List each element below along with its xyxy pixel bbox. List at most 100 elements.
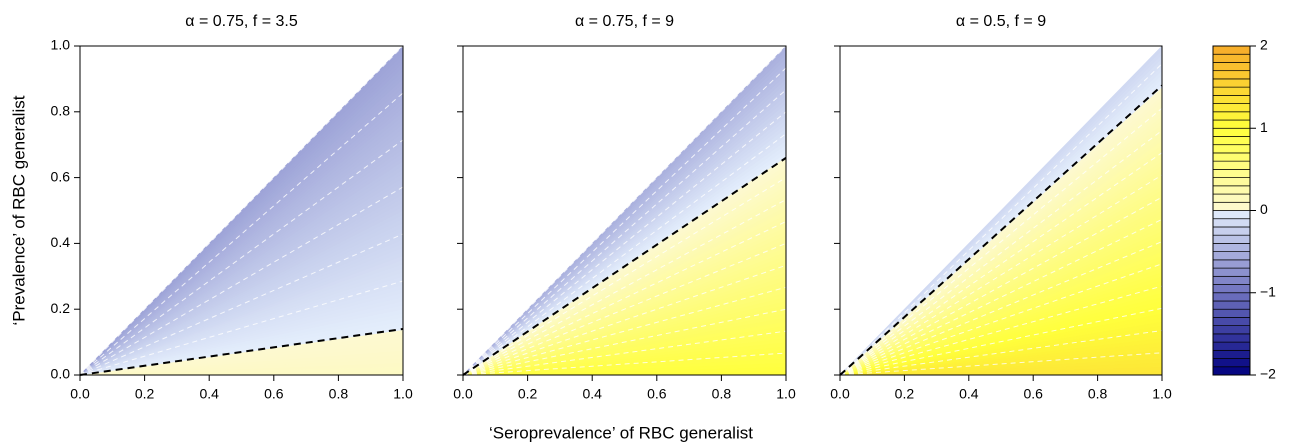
contour-line <box>839 196 1163 376</box>
contour-line <box>462 330 787 376</box>
colorbar-band <box>1212 308 1251 318</box>
y-tick-label: 0.8 <box>51 103 71 119</box>
zero-contour <box>839 84 1163 376</box>
colorbar-band <box>1212 243 1251 252</box>
colorbar-band <box>1212 78 1251 88</box>
colorbar-band <box>1212 366 1251 376</box>
plot-frame <box>839 45 1163 376</box>
x-tick-label: 0.2 <box>895 386 915 402</box>
colorbar-band <box>1212 201 1251 211</box>
y-tick-label: 0.4 <box>51 234 71 250</box>
contour-line <box>462 133 787 376</box>
panel-title: α = 0.75, f = 3.5 <box>185 13 298 30</box>
colorbar-band <box>1212 226 1251 236</box>
x-tick-label: 0.6 <box>1023 386 1043 402</box>
contour-line <box>462 221 787 376</box>
colorbar-band <box>1212 86 1251 96</box>
colorbar-tick-label: −1 <box>1260 283 1276 299</box>
panel-title: α = 0.5, f = 9 <box>956 13 1046 30</box>
contour-line <box>839 152 1163 376</box>
zero-contour <box>462 157 787 376</box>
contour-line <box>462 199 787 376</box>
y-axis-label: ‘Prevalence’ of RBC generalist <box>9 95 28 325</box>
x-tick-label: 0.0 <box>453 386 473 402</box>
contour-line <box>839 307 1163 376</box>
colorbar-band <box>1212 45 1251 55</box>
x-tick-label: 0.2 <box>135 386 155 402</box>
colorbar-tick-label: 2 <box>1260 37 1268 53</box>
x-tick-label: 1.0 <box>1152 386 1172 402</box>
contour-line <box>462 111 787 376</box>
contour-line <box>462 45 787 376</box>
colorbar-band <box>1212 160 1251 170</box>
contour-line <box>462 67 787 376</box>
contour-line <box>839 330 1163 376</box>
colorbar-band <box>1212 193 1251 203</box>
x-tick-label: 0.4 <box>959 386 979 402</box>
colorbar-band <box>1212 144 1251 154</box>
colorbar-band <box>1212 127 1251 137</box>
x-tick-label: 0.4 <box>582 386 602 402</box>
colorbar-band <box>1212 341 1251 351</box>
contour-line <box>462 264 787 376</box>
colorbar-band <box>1212 358 1251 368</box>
colorbar-band <box>1212 210 1251 220</box>
colorbar-band <box>1212 185 1251 195</box>
x-tick-label: 0.8 <box>329 386 349 402</box>
colorbar-band <box>1212 349 1251 359</box>
colorbar-band <box>1212 177 1251 187</box>
plot-frame <box>79 45 404 376</box>
contour-line <box>839 285 1163 376</box>
colorbar-band <box>1212 234 1251 244</box>
colorbar-band <box>1212 94 1251 104</box>
x-tick-label: 0.8 <box>1088 386 1108 402</box>
colorbar-band <box>1212 333 1251 343</box>
colorbar-band <box>1212 53 1251 63</box>
contour-line <box>462 308 787 376</box>
y-tick-label: 0.6 <box>51 168 71 184</box>
colorbar-band <box>1212 317 1251 326</box>
colorbar-band <box>1212 70 1251 80</box>
y-tick-label: 0.0 <box>51 366 71 382</box>
colorbar-band <box>1212 62 1251 72</box>
colorbar-band <box>1212 111 1251 121</box>
x-tick-label: 0.6 <box>647 386 667 402</box>
colorbar-band <box>1212 300 1251 310</box>
contour-line <box>839 263 1163 376</box>
colorbar-band <box>1212 103 1251 113</box>
colorbar-tick-label: 0 <box>1260 201 1268 217</box>
contour-line <box>839 218 1163 376</box>
x-tick-label: 0.2 <box>518 386 538 402</box>
plot-frame <box>462 45 787 376</box>
x-axis-label: ‘Seroprevalence’ of RBC generalist <box>489 423 753 442</box>
x-tick-label: 0.4 <box>199 386 219 402</box>
y-tick-label: 1.0 <box>51 37 71 53</box>
contour-line <box>839 241 1163 376</box>
colorbar-band <box>1212 136 1251 146</box>
colorbar-band <box>1212 119 1251 129</box>
colorbar-band <box>1212 284 1251 294</box>
x-tick-label: 0.6 <box>264 386 284 402</box>
colorbar-band <box>1212 259 1251 269</box>
y-tick-label: 0.2 <box>51 300 71 316</box>
contour-line <box>839 130 1163 376</box>
contour-line <box>839 63 1163 376</box>
colorbar-band <box>1212 292 1251 302</box>
x-tick-label: 0.8 <box>712 386 732 402</box>
x-tick-label: 0.0 <box>830 386 850 402</box>
contour-line <box>462 286 787 376</box>
panel-title: α = 0.75, f = 9 <box>575 13 674 30</box>
contour-line <box>79 45 404 376</box>
colorbar-band <box>1212 325 1251 335</box>
contour-line <box>462 242 787 376</box>
colorbar-band <box>1212 267 1251 277</box>
contour-line <box>462 177 787 376</box>
colorbar-tick-label: −2 <box>1260 366 1276 382</box>
zero-contour <box>79 327 404 376</box>
contour-line <box>79 280 404 376</box>
colorbar-band <box>1212 275 1251 285</box>
colorbar-tick-label: 1 <box>1260 119 1268 135</box>
colorbar-band <box>1212 251 1251 261</box>
x-tick-label: 1.0 <box>776 386 796 402</box>
